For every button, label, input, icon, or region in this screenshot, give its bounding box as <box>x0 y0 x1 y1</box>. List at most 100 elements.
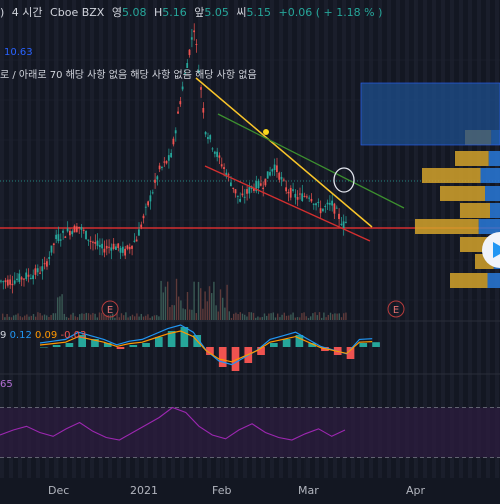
candle-body <box>345 222 347 223</box>
volume-bar <box>138 317 139 320</box>
volume-bar <box>273 312 274 320</box>
candle-body <box>18 274 20 282</box>
macd-line <box>40 325 372 365</box>
candle-body <box>159 166 161 170</box>
candle-body <box>202 108 204 113</box>
candle-body <box>55 235 57 239</box>
volume-bar <box>20 316 21 320</box>
candle-body <box>175 130 177 133</box>
candle-body <box>262 188 264 189</box>
volume-bar <box>97 317 98 320</box>
volume-bar <box>136 313 137 320</box>
candle-body <box>154 180 156 183</box>
candle-body <box>129 247 131 249</box>
candle-body <box>120 248 122 253</box>
volume-bar <box>90 315 91 320</box>
candle-body <box>248 187 250 193</box>
volume-bar <box>33 314 34 320</box>
volume-bar <box>125 312 126 320</box>
candle-body <box>324 206 326 207</box>
volume-bar <box>158 316 159 320</box>
volume-bar <box>248 312 249 320</box>
candle-body <box>343 221 345 228</box>
volume-bar <box>281 315 282 320</box>
volume-bar <box>330 313 331 320</box>
volume-bar <box>207 301 208 320</box>
open-value: 5.08 <box>122 6 147 19</box>
volume-bar <box>244 315 245 320</box>
volume-bar <box>141 314 142 320</box>
interval-label[interactable]: 4 시간 <box>12 6 43 19</box>
rsi-legend: 65 <box>0 379 13 390</box>
session-band <box>387 0 391 478</box>
volume-bar <box>242 314 243 320</box>
macd-legend: 9 0.12 0.09 -0.03 <box>0 330 86 341</box>
candle-body <box>274 165 276 170</box>
candle-body <box>209 135 211 139</box>
volume-bar <box>88 313 89 320</box>
volume-bar <box>308 318 309 320</box>
candle-body <box>67 228 69 231</box>
x-tick-label: Feb <box>212 484 231 497</box>
candle-body <box>246 189 248 194</box>
volume-profile-bar <box>415 219 479 234</box>
candle-body <box>124 249 126 256</box>
volume-profile-bar <box>422 168 481 183</box>
candle-body <box>2 281 4 282</box>
volume-bar <box>55 313 56 320</box>
candle-body <box>285 187 287 191</box>
volume-bar <box>28 317 29 320</box>
volume-bar <box>264 313 265 320</box>
volume-bar <box>86 313 87 320</box>
candle-body <box>340 224 342 225</box>
volume-profile-bar <box>488 273 500 288</box>
volume-bar <box>94 314 95 320</box>
earnings-marker-label: E <box>393 305 399 316</box>
candle-body <box>311 199 313 201</box>
candle-body <box>223 167 225 169</box>
volume-bar <box>284 313 285 320</box>
candle-body <box>228 174 230 175</box>
candle-body <box>110 247 112 250</box>
candle-body <box>35 268 37 274</box>
volume-bar <box>306 316 307 320</box>
candle-body <box>221 164 223 166</box>
volume-bar <box>286 316 287 320</box>
macd-value: 0.12 <box>10 330 32 341</box>
volume-bar <box>292 313 293 320</box>
candle-body <box>32 275 34 279</box>
candle-body <box>161 167 163 168</box>
session-band <box>351 0 355 478</box>
candle-body <box>0 281 2 282</box>
candle-body <box>166 161 168 163</box>
volume-bar <box>176 279 177 320</box>
low-label: 앞 <box>194 6 204 19</box>
candle-body <box>163 162 165 163</box>
volume-bar <box>66 317 67 320</box>
marker-dot <box>263 129 269 135</box>
chart-header: ) 4 시간 Cboe BZX 영5.08 H5.16 앞5.05 씨5.15 … <box>0 4 386 22</box>
candle-body <box>133 241 135 242</box>
volume-bar <box>288 315 289 320</box>
open-label: 영 <box>112 6 122 19</box>
candle-body <box>90 241 92 242</box>
volume-bar <box>99 312 100 320</box>
volume-bar <box>119 317 120 320</box>
volume-bar <box>270 313 271 320</box>
session-band <box>279 0 283 478</box>
volume-bar <box>295 318 296 320</box>
session-band <box>414 0 418 478</box>
candle-body <box>94 242 96 244</box>
candle-body <box>313 204 315 205</box>
candle-body <box>58 234 60 241</box>
volume-bar <box>92 313 93 320</box>
volume-bar <box>262 317 263 320</box>
candle-body <box>60 239 62 240</box>
volume-bar <box>200 288 201 320</box>
macd-histogram-bar <box>283 339 291 347</box>
volume-bar <box>143 317 144 320</box>
volume-bar <box>211 293 212 320</box>
candle-body <box>69 231 71 236</box>
volume-bar <box>15 315 16 320</box>
candle-body <box>216 152 218 157</box>
